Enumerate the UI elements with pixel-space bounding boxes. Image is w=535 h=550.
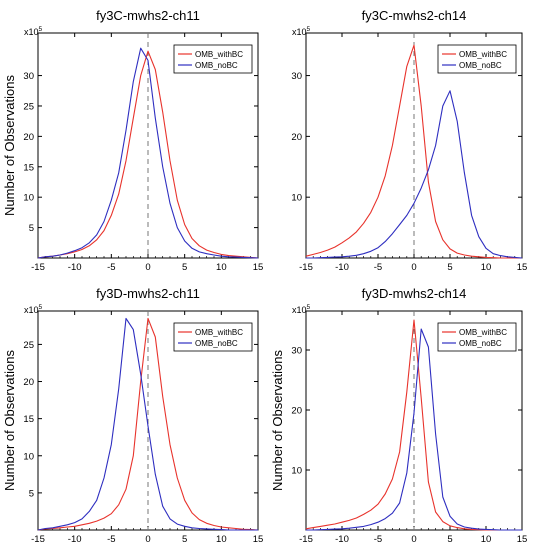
y-tick-label: 10	[291, 466, 302, 477]
series-line-omb-nobc	[306, 328, 522, 531]
legend-entry: OMB_withBC	[459, 328, 507, 337]
y-tick-label: 30	[291, 346, 302, 357]
x-tick-label: 10	[216, 262, 227, 273]
y-axis-multiplier: x105	[292, 304, 311, 315]
chart-panel-3: fy3D-mwhs2-ch11 Number of Observations x10…	[2, 286, 263, 545]
x-tick-label: 0	[411, 534, 416, 545]
y-axis-multiplier: x105	[292, 26, 311, 37]
y-tick-label: 10	[23, 193, 34, 204]
x-tick-label: -15	[31, 262, 45, 273]
legend-entry: OMB_noBC	[459, 339, 502, 348]
legend-box	[437, 44, 517, 74]
x-tick-label: -10	[68, 262, 82, 273]
y-axis-label: Number of Observations	[2, 75, 17, 216]
multiplier-exponent: 5	[39, 304, 43, 311]
x-tick-label: 15	[517, 262, 528, 273]
chart-panel-1: fy3C-mwhs2-ch11 Number of Observations x10…	[2, 8, 263, 273]
x-tick-label: -10	[68, 534, 82, 545]
y-tick-label: 20	[291, 406, 302, 417]
x-tick-label: 0	[145, 262, 150, 273]
y-tick-label: 20	[23, 132, 34, 143]
x-tick-label: -5	[107, 262, 115, 273]
x-tick-label: 5	[182, 262, 187, 273]
x-tick-label: 5	[447, 262, 452, 273]
y-tick-label: 30	[23, 71, 34, 82]
y-axis-multiplier: x105	[24, 304, 43, 315]
multiplier-exponent: 5	[307, 26, 311, 33]
x-tick-label: -10	[335, 262, 349, 273]
y-axis-multiplier: x105	[24, 26, 43, 37]
multiplier-base: x10	[24, 27, 39, 37]
legend-entry: OMB_noBC	[195, 339, 238, 348]
y-tick-label: 15	[23, 162, 34, 173]
legend-box	[173, 44, 253, 74]
legend-entry: OMB_withBC	[459, 50, 507, 59]
y-tick-label: 20	[291, 132, 302, 143]
y-axis-label: Number of Observations	[2, 350, 17, 491]
multiplier-base: x10	[24, 305, 39, 315]
x-tick-label: -5	[107, 534, 115, 545]
y-tick-label: 5	[29, 488, 34, 499]
x-tick-label: 0	[145, 534, 150, 545]
x-tick-label: -15	[299, 262, 313, 273]
legend-entry: OMB_withBC	[195, 328, 243, 337]
y-tick-label: 30	[291, 71, 302, 82]
x-tick-label: 5	[182, 534, 187, 545]
series-line-omb-nobc	[306, 90, 523, 259]
series-line-omb-withbc	[305, 319, 522, 531]
x-tick-label: 15	[253, 262, 264, 273]
legend-box	[437, 322, 517, 352]
chart-title: fy3D-mwhs2-ch14	[362, 286, 467, 301]
x-tick-label: -5	[374, 534, 382, 545]
x-tick-label: -15	[299, 534, 313, 545]
series-line-omb-withbc	[37, 50, 259, 259]
multiplier-base: x10	[292, 305, 307, 315]
series-line-omb-withbc	[37, 317, 259, 531]
y-tick-label: 25	[23, 340, 34, 351]
multiplier-exponent: 5	[307, 304, 311, 311]
legend-entry: OMB_noBC	[459, 61, 502, 70]
chart-title: fy3C-mwhs2-ch11	[96, 8, 200, 23]
x-tick-label: -5	[374, 262, 382, 273]
x-tick-label: 15	[517, 534, 528, 545]
x-tick-label: 10	[481, 534, 492, 545]
y-tick-label: 5	[29, 223, 34, 234]
x-tick-label: 0	[411, 262, 416, 273]
x-tick-label: 15	[253, 534, 264, 545]
y-tick-label: 10	[291, 193, 302, 204]
y-axis-label: Number of Observations	[270, 350, 285, 491]
legend-entry: OMB_withBC	[195, 50, 243, 59]
series-line-omb-withbc	[305, 44, 522, 259]
x-tick-label: 10	[216, 534, 227, 545]
multiplier-base: x10	[292, 27, 307, 37]
multiplier-exponent: 5	[39, 26, 43, 33]
legend-box	[173, 322, 253, 352]
x-tick-label: 10	[481, 262, 492, 273]
y-tick-label: 10	[23, 451, 34, 462]
chart-panel-4: fy3D-mwhs2-ch14 Number of Observations x10…	[270, 286, 527, 545]
y-tick-label: 20	[23, 377, 34, 388]
legend-entry: OMB_noBC	[195, 61, 238, 70]
x-tick-label: 5	[447, 534, 452, 545]
chart-title: fy3C-mwhs2-ch14	[362, 8, 467, 23]
x-tick-label: -15	[31, 534, 45, 545]
x-tick-label: -10	[335, 534, 349, 545]
y-tick-label: 15	[23, 414, 34, 425]
y-tick-label: 25	[23, 101, 34, 112]
series-line-omb-nobc	[37, 47, 259, 259]
series-line-omb-nobc	[37, 317, 258, 531]
chart-title: fy3D-mwhs2-ch11	[96, 286, 200, 301]
